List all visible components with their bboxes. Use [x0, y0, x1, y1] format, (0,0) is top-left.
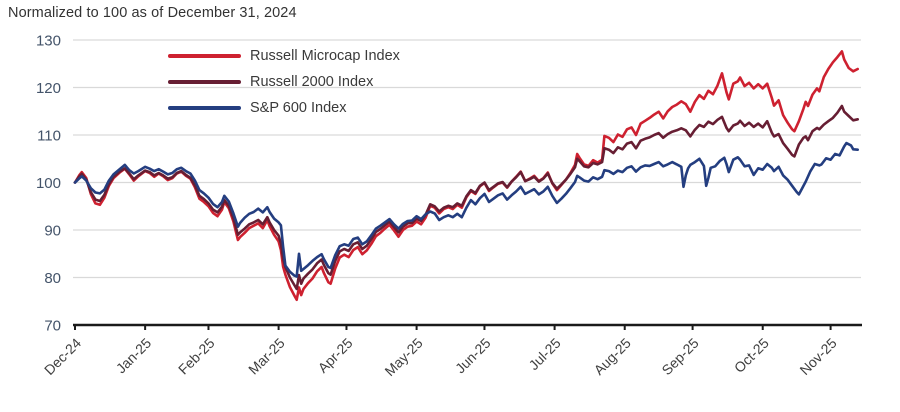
y-axis-label-120: 120: [36, 80, 61, 97]
x-axis-label-Feb-25: Feb-25: [175, 335, 218, 378]
y-axis-label-130: 130: [36, 33, 61, 50]
y-axis-label-90: 90: [44, 223, 61, 240]
x-axis-label-Jun-25: Jun-25: [452, 335, 494, 377]
y-axis-label-110: 110: [37, 128, 61, 145]
legend-label-russell-microcap: Russell Microcap Index: [250, 47, 400, 64]
series-line-s-p-600-index: [73, 141, 860, 278]
legend-label-sp600: S&P 600 Index: [250, 99, 347, 116]
legend-line-swatch-russell-microcap: [168, 53, 241, 58]
x-axis-label-May-25: May-25: [381, 335, 425, 379]
legend-item-russell-microcap: Russell Microcap Index: [168, 45, 400, 66]
y-axis-label-100: 100: [36, 175, 61, 192]
y-axis-label-70: 70: [44, 318, 61, 335]
x-axis-label-Dec-24: Dec-24: [41, 335, 84, 378]
chart-title: Normalized to 100 as of December 31, 202…: [8, 5, 297, 21]
series-line-russell-2000-index: [73, 104, 860, 291]
x-axis-label-Mar-25: Mar-25: [245, 335, 288, 378]
x-axis-label-Jan-25: Jan-25: [113, 335, 155, 377]
x-axis-label-Oct-25: Oct-25: [731, 335, 772, 376]
legend-line-swatch-russell-2000: [168, 79, 241, 84]
x-axis-label-Jul-25: Jul-25: [525, 335, 563, 373]
legend-line-swatch-sp600: [168, 105, 241, 110]
x-axis-label-Sep-25: Sep-25: [658, 335, 701, 378]
legend-item-sp600: S&P 600 Index: [168, 97, 400, 118]
x-axis-label-Aug-25: Aug-25: [591, 335, 634, 378]
x-axis-label-Apr-25: Apr-25: [315, 335, 356, 376]
legend-label-russell-2000: Russell 2000 Index: [250, 73, 374, 90]
legend: Russell Microcap Index Russell 2000 Inde…: [168, 45, 400, 118]
legend-item-russell-2000: Russell 2000 Index: [168, 71, 400, 92]
y-axis-label-80: 80: [44, 270, 61, 287]
x-axis-label-Nov-25: Nov-25: [796, 335, 839, 378]
